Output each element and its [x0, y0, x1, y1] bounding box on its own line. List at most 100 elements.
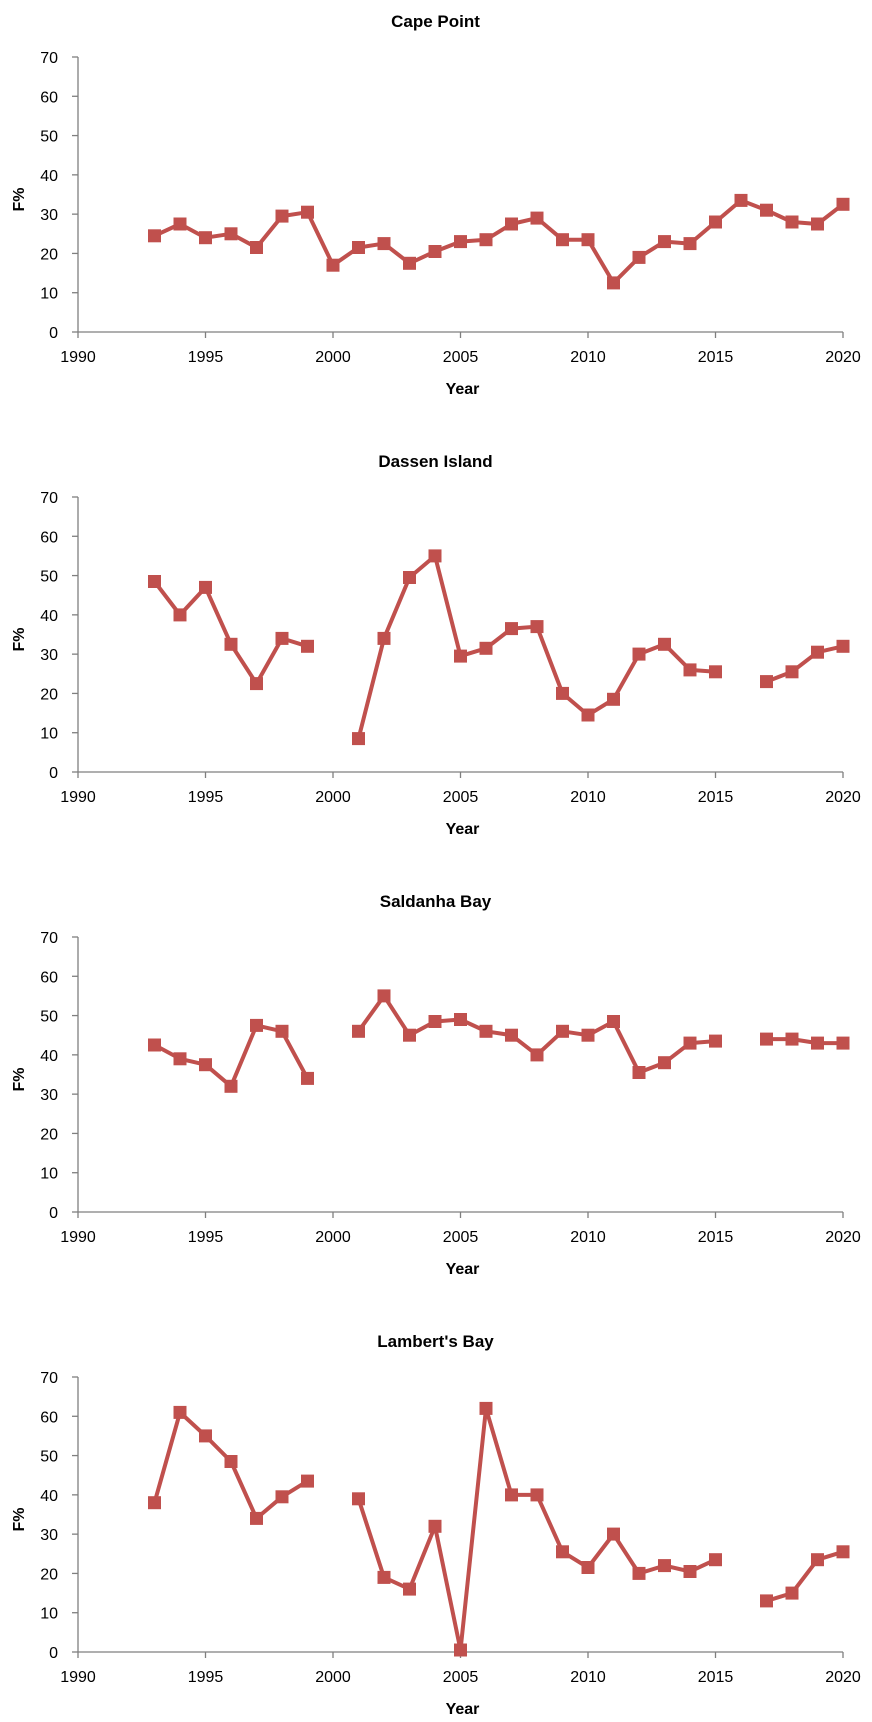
y-tick-label: 50 — [40, 1449, 58, 1466]
y-tick-label: 70 — [40, 930, 58, 947]
y-tick-label: 10 — [40, 286, 58, 303]
x-tick-label: 1995 — [188, 1229, 224, 1246]
data-point — [403, 571, 416, 584]
data-point — [173, 217, 187, 231]
data-point — [505, 1488, 518, 1502]
data-point — [479, 1024, 493, 1038]
data-point — [301, 639, 314, 653]
data-point — [607, 1527, 620, 1541]
data-point — [479, 233, 493, 247]
data-point — [760, 1032, 773, 1046]
data-point — [173, 608, 187, 622]
data-point — [250, 241, 263, 254]
data-point — [428, 245, 442, 258]
y-tick-label: 40 — [40, 608, 58, 625]
y-tick-label: 20 — [40, 246, 58, 263]
x-tick-label: 2015 — [698, 1669, 734, 1686]
y-tick-label: 20 — [40, 1126, 58, 1143]
x-tick-label: 2015 — [698, 1229, 734, 1246]
data-point — [760, 675, 773, 689]
data-point — [658, 1056, 671, 1070]
data-point — [556, 686, 569, 700]
y-tick-label: 0 — [49, 1645, 58, 1662]
data-point — [224, 1079, 238, 1093]
data-point — [530, 1048, 544, 1062]
data-point — [454, 1643, 467, 1657]
data-point — [683, 663, 697, 677]
series-line — [152, 198, 845, 285]
data-point — [632, 250, 646, 264]
data-point — [709, 665, 722, 679]
data-point — [224, 1455, 238, 1468]
data-point — [785, 215, 799, 229]
data-point — [148, 229, 161, 243]
data-point — [581, 233, 595, 247]
y-tick-label: 0 — [49, 325, 58, 342]
y-tick-label: 50 — [40, 569, 58, 586]
x-axis-label: Year — [446, 1701, 480, 1718]
data-point — [199, 580, 212, 594]
series-line — [356, 1406, 718, 1652]
data-point — [836, 197, 850, 211]
data-point — [556, 1545, 569, 1559]
x-tick-label: 2000 — [315, 789, 351, 806]
x-tick-label: 2005 — [443, 1229, 479, 1246]
chart-lamberts-bay: Lambert's Bay Year F% 0 10 20 30 40 50 60 70 199… — [11, 1332, 861, 1718]
x-axis-label: Year — [446, 821, 480, 838]
y-tick-label: 50 — [40, 1009, 58, 1026]
data-point — [811, 645, 824, 659]
data-point — [352, 732, 365, 746]
x-tick-label: 1990 — [60, 349, 96, 366]
data-point — [505, 1028, 518, 1042]
series-line — [764, 1549, 845, 1603]
y-tick-label: 0 — [49, 1205, 58, 1222]
y-axis-label: F% — [11, 1068, 28, 1092]
chart-cape-point: Cape Point Year F% 0 10 20 30 40 50 60 70 1990 19… — [11, 12, 861, 398]
data-point — [836, 639, 850, 653]
data-point — [581, 708, 595, 722]
chart-saldanha-bay: Saldanha Bay Year F% 0 10 20 30 40 50 60 70 1990… — [11, 892, 861, 1278]
data-point — [785, 1032, 799, 1046]
data-point — [224, 227, 238, 241]
data-point — [199, 1058, 212, 1072]
data-point — [760, 1594, 773, 1608]
data-point — [811, 217, 824, 231]
data-point — [658, 1559, 671, 1573]
chart-dassen-island: Dassen Island Year F% 0 10 20 30 40 50 60 70 199… — [11, 452, 861, 838]
x-axis-label: Year — [446, 1261, 480, 1278]
x-tick-label: 2005 — [443, 789, 479, 806]
data-point — [607, 276, 620, 290]
y-tick-label: 70 — [40, 1370, 58, 1387]
data-point — [505, 217, 518, 231]
data-point — [683, 1036, 697, 1050]
x-tick-label: 1995 — [188, 789, 224, 806]
data-point — [760, 203, 773, 217]
data-point — [454, 649, 467, 663]
data-point — [709, 1034, 722, 1048]
data-point — [199, 231, 212, 245]
data-point — [301, 1474, 314, 1488]
data-point — [377, 237, 391, 251]
data-point — [811, 1553, 824, 1567]
data-point — [785, 665, 799, 679]
x-tick-label: 2010 — [570, 349, 606, 366]
chart-title: Lambert's Bay — [377, 1332, 494, 1351]
series-line — [764, 644, 845, 684]
y-tick-label: 30 — [40, 1527, 58, 1544]
data-point — [428, 1015, 442, 1028]
data-point — [173, 1405, 187, 1419]
data-point — [326, 258, 340, 272]
data-point — [173, 1052, 187, 1066]
y-tick-label: 30 — [40, 1087, 58, 1104]
x-tick-label: 2010 — [570, 789, 606, 806]
data-point — [785, 1586, 799, 1600]
y-tick-label: 10 — [40, 1166, 58, 1183]
x-tick-label: 2005 — [443, 1669, 479, 1686]
y-tick-label: 60 — [40, 1409, 58, 1426]
data-point — [199, 1429, 212, 1443]
x-tick-label: 2020 — [825, 349, 861, 366]
x-tick-label: 2015 — [698, 349, 734, 366]
data-point — [377, 989, 391, 1003]
data-point — [479, 1401, 493, 1415]
